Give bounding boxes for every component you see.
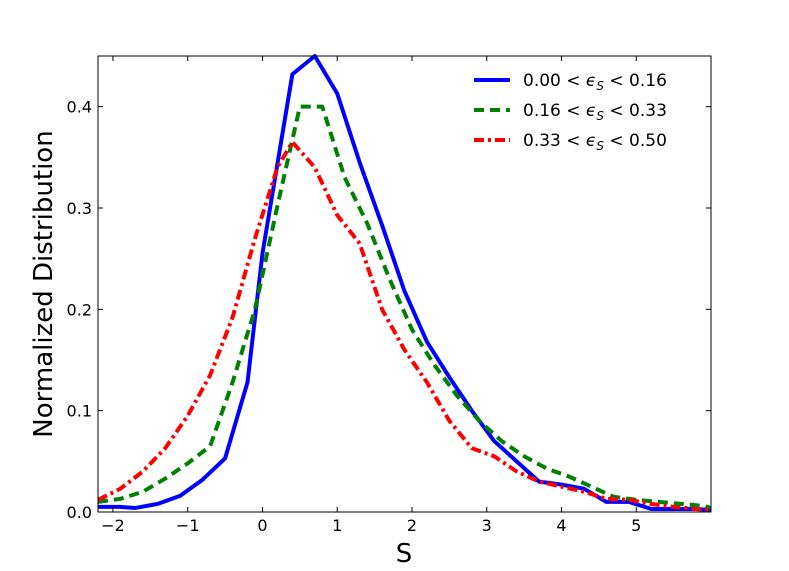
x-axis-label: S	[396, 539, 413, 569]
x-tick-label: 0	[257, 516, 267, 535]
x-tick-label: −2	[101, 516, 125, 535]
y-axis: 0.0 0.1 0.2 0.3 0.4	[67, 98, 711, 522]
series-line-3	[97, 140, 712, 512]
y-tick-label: 0.1	[67, 402, 92, 421]
x-axis: −2 −1 0 1 2 3 4 5	[101, 56, 641, 535]
y-tick-label: 0.0	[67, 503, 92, 522]
y-tick-label: 0.4	[67, 98, 92, 117]
x-tick-label: 5	[631, 516, 641, 535]
legend-label-2: 0.16 < ϵS < 0.33	[523, 101, 667, 123]
x-tick-label: 4	[556, 516, 566, 535]
plot-background	[98, 56, 711, 512]
x-tick-label: 1	[332, 516, 342, 535]
x-tick-label: 3	[482, 516, 492, 535]
series-layer	[97, 54, 712, 512]
series-line-1	[98, 54, 712, 512]
legend: 0.00 < ϵS < 0.16 0.16 < ϵS < 0.33 0.33 < ϵ…	[474, 71, 667, 153]
y-tick-label: 0.3	[67, 199, 92, 218]
x-tick-label: −1	[176, 516, 200, 535]
plot-frame	[97, 55, 712, 513]
y-axis-label: Normalized Distribution	[29, 130, 59, 437]
y-tick-label: 0.2	[67, 300, 92, 319]
legend-label-3: 0.33 < ϵS < 0.50	[523, 131, 667, 153]
legend-label-1: 0.00 < ϵS < 0.16	[523, 71, 667, 93]
series-line-2	[97, 104, 712, 510]
x-tick-label: 2	[407, 516, 417, 535]
